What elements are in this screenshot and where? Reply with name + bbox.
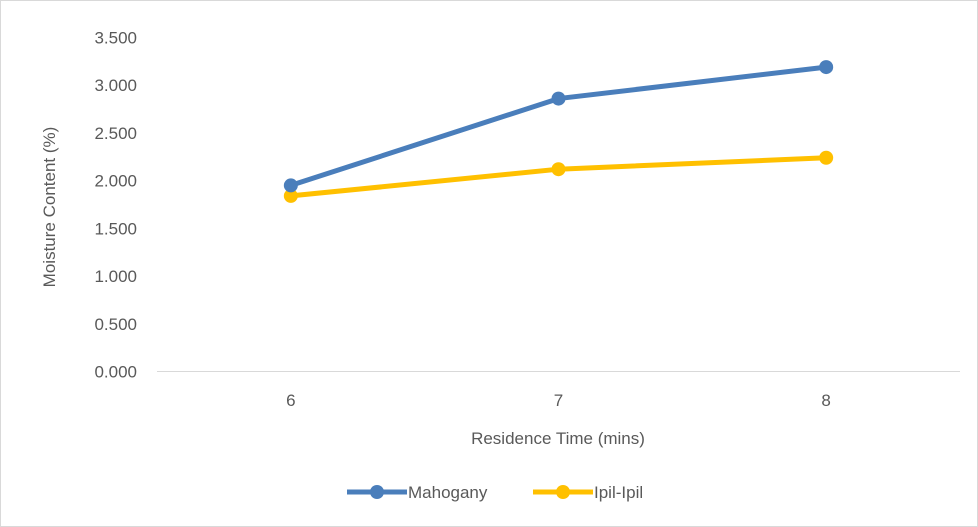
series-mahogany (283, 60, 834, 193)
x-tick-label: 6 (286, 391, 295, 410)
y-tick-label: 3.500 (94, 29, 137, 48)
data-point-mahogany (551, 91, 566, 106)
data-point-ipil-ipil (819, 150, 834, 165)
data-point-mahogany (819, 60, 834, 75)
series-ipil-ipil (283, 150, 834, 203)
legend-item-mahogany: Mahogany (347, 483, 488, 502)
x-axis-title: Residence Time (mins) (471, 429, 645, 448)
y-tick-label: 2.000 (94, 172, 137, 191)
y-tick-label: 2.500 (94, 124, 137, 143)
legend-label-mahogany: Mahogany (408, 483, 488, 502)
legend-swatch-marker (370, 485, 384, 499)
y-tick-label: 1.500 (94, 219, 137, 238)
legend-item-ipil-ipil: Ipil-Ipil (533, 483, 643, 502)
y-tick-label: 1.000 (94, 267, 137, 286)
y-tick-label: 0.000 (94, 363, 137, 382)
x-tick-label: 8 (821, 391, 830, 410)
y-axis-ticks: 0.000 0.500 1.000 1.500 2.000 2.500 3.000 3.500 (94, 29, 137, 382)
legend: Mahogany Ipil-Ipil (347, 483, 643, 502)
x-tick-label: 7 (554, 391, 563, 410)
series-group (283, 60, 834, 203)
y-tick-label: 0.500 (94, 315, 137, 334)
data-point-mahogany (283, 178, 298, 193)
data-point-ipil-ipil (551, 162, 566, 177)
y-axis-title: Moisture Content (%) (40, 127, 59, 288)
data-point-ipil-ipil (283, 188, 298, 203)
y-tick-label: 3.000 (94, 76, 137, 95)
x-axis-ticks: 6 7 8 (286, 391, 831, 410)
legend-swatch-marker (556, 485, 570, 499)
legend-label-ipil-ipil: Ipil-Ipil (594, 483, 643, 502)
